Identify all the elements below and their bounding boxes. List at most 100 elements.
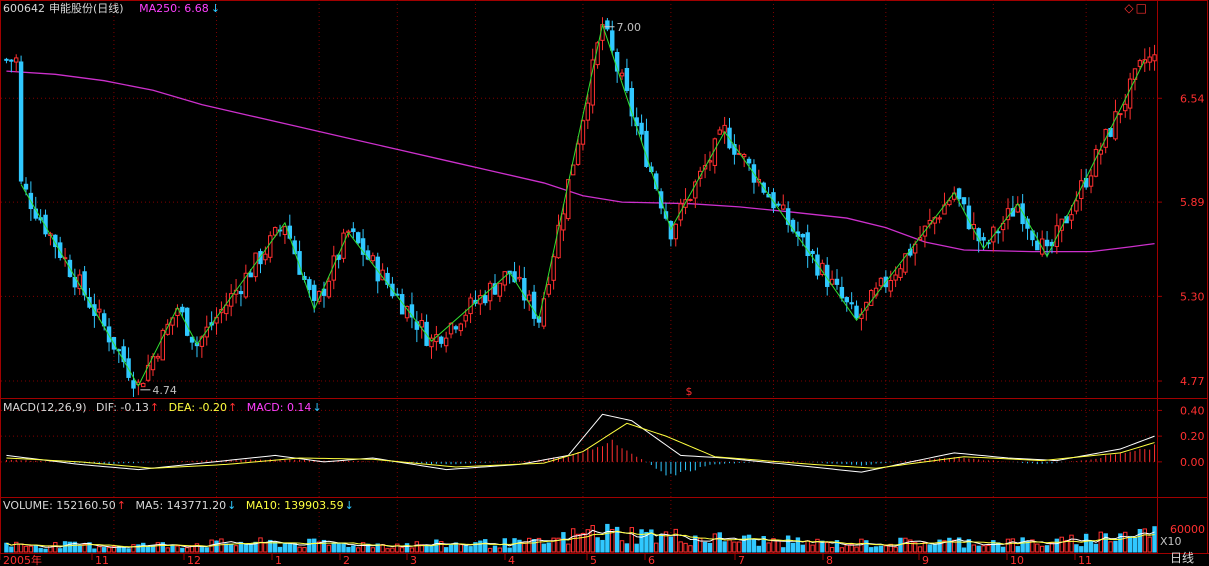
volume-bar [1025,540,1030,553]
volume-bar [390,547,395,553]
volume-bar [414,541,420,553]
volume-bar [541,543,547,553]
volume-ma5-line [6,529,1155,548]
candle-body [590,59,595,106]
candle-body [976,228,981,242]
stock-code: 600642 [3,2,45,15]
candle-body [1044,239,1050,247]
candle-body [829,278,835,285]
candle-body [155,355,161,359]
volume-bar [443,547,449,553]
period-label[interactable]: 日线 [1170,551,1195,565]
volume-bar [922,541,928,553]
candle-body [585,102,591,121]
volume-bar [497,547,503,553]
candle-body [268,235,273,258]
candle-body [1093,148,1099,177]
macd-indicator [5,413,1156,476]
dea-line [6,422,1155,469]
volume-bar [825,542,830,553]
volume-bar [932,544,937,553]
candle-body [937,217,942,220]
volume-bar [864,540,869,553]
volume-bar [761,536,766,553]
macd-name: MACD(12,26,9) [3,401,87,414]
candle-body [165,323,170,335]
volume-bar [483,539,488,553]
volume-bar [942,540,947,553]
volume-bar [121,546,126,553]
candle-body [316,290,322,302]
volume-bar [1079,546,1084,553]
volume-tick-label: 60000 [1170,523,1205,536]
price-tick-label: 5.30 [1180,290,1205,303]
ma250-arrow-icon: ↓ [210,2,221,15]
volume-ma10-line [6,530,1155,548]
candle-body [263,253,268,261]
candle-body [605,20,610,30]
candle-body [981,237,986,241]
volume-bar [1049,542,1055,553]
candle-body [688,198,693,201]
volume-bar [610,529,615,553]
volume-bar [228,543,234,553]
volume-bar [531,539,537,553]
macd-arrow-icon: ↓ [312,401,322,414]
volume-bar [360,542,366,553]
volume-bar [1118,533,1123,553]
volume-bar [781,547,786,553]
volume-bar [14,541,19,553]
candle-body [258,251,263,265]
candle-body [732,144,737,155]
time-tick-label: 2 [343,554,350,566]
volume-bar [131,544,136,553]
time-tick-label: 9 [922,554,929,566]
macd-panel-header: MACD(12,26,9) DIF: -0.13↑ DEA: -0.20↑ MA… [3,401,328,415]
restore-icon[interactable]: ◇ [1124,1,1134,15]
candle-body [160,329,165,361]
candle-body [492,283,498,295]
high-price-label: 7.00 [616,21,641,34]
candle-body [106,326,112,343]
volume-bar [351,545,356,553]
candle-body [810,250,815,255]
volume-bar [458,544,464,553]
volume-bar [492,545,498,553]
candle-body [790,219,796,232]
maximize-icon[interactable]: □ [1135,1,1147,15]
volume-bar [556,537,561,553]
candle-body [619,72,625,77]
volume-bar [536,537,542,553]
volume-bar [1123,531,1128,553]
volume-bar [1010,538,1016,553]
volume-bar [1142,528,1147,553]
candle-body [517,276,522,280]
volume-bar [165,547,170,553]
volume-bar [712,533,718,553]
candle-body [1152,54,1157,62]
candle-body [947,200,952,206]
stock-name: 申能股份(日线) [49,2,124,15]
volume-bar [693,535,698,553]
volume-bar [38,547,43,553]
candle-body [141,382,146,388]
macd-value: MACD: 0.14 [246,401,312,414]
volume-bar [9,546,14,553]
volume-bar [580,532,586,553]
candle-body [43,214,48,235]
candle-body [360,238,366,255]
chart-annotations: 4.74 7.00 $ [140,21,693,398]
candle-body [419,320,424,328]
volume-bar [268,539,273,553]
volume-bar [473,542,478,553]
volume-bar [614,526,620,553]
candle-body [785,208,791,225]
candle-body [639,122,644,135]
volume-bar [546,542,551,553]
volume-bar [312,538,317,553]
volume-bar [741,535,747,553]
volume-bar [566,543,571,553]
candle-body [526,294,532,302]
volume-bar [707,542,713,553]
